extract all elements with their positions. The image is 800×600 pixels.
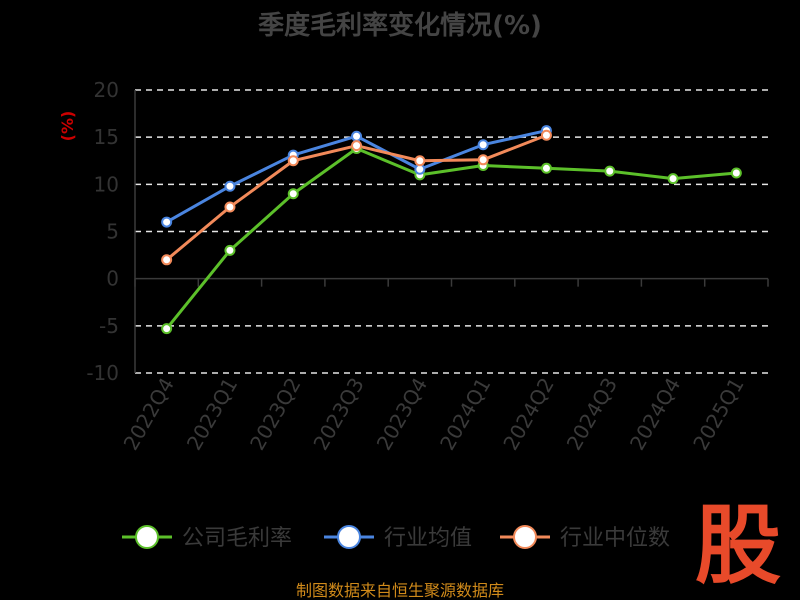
legend-swatch-marker <box>513 525 537 549</box>
x-tick-label: 2024Q4 <box>625 374 685 455</box>
legend-label: 公司毛利率 <box>182 526 292 551</box>
x-tick-label: 2023Q4 <box>372 374 432 455</box>
data-point <box>540 162 552 174</box>
data-point <box>730 167 742 179</box>
y-tick-label: 20 <box>94 78 119 102</box>
series-lines <box>161 125 742 335</box>
x-tick-label: 2024Q1 <box>435 374 495 455</box>
brand-logo: 股 <box>695 495 781 596</box>
data-point <box>287 155 299 167</box>
data-point <box>161 323 173 335</box>
x-tick-labels: 2022Q4 2023Q1 2023Q2 2023Q3 2023Q4 2024Q1 2024… <box>119 374 749 455</box>
data-point <box>287 188 299 200</box>
y-tick-labels: 20 15 10 5 0 -5 -10 <box>86 78 119 385</box>
data-point <box>224 244 236 256</box>
x-tick-label: 2024Q2 <box>498 374 558 455</box>
data-point <box>667 173 679 185</box>
data-point <box>477 139 489 151</box>
y-axis-unit: (%) <box>58 111 77 142</box>
x-tick-label: 2024Q3 <box>562 374 622 455</box>
legend-label: 行业中位数 <box>560 526 670 551</box>
data-point <box>224 201 236 213</box>
data-point <box>414 155 426 167</box>
axes <box>134 90 769 373</box>
x-tick-label: 2025Q1 <box>688 374 748 455</box>
data-source-note: 制图数据来自恒生聚源数据库 <box>296 581 504 600</box>
data-point <box>604 165 616 177</box>
x-tick-label: 2022Q4 <box>119 374 179 455</box>
data-point <box>161 254 173 266</box>
x-tick-label: 2023Q3 <box>308 374 368 455</box>
series-line <box>165 146 737 330</box>
y-tick-label: 10 <box>94 172 119 196</box>
x-tick-label: 2023Q2 <box>245 374 305 455</box>
x-tick-label: 2023Q1 <box>182 374 242 455</box>
data-point <box>224 180 236 192</box>
data-point <box>540 129 552 141</box>
chart-title: 季度毛利率变化情况(%) <box>258 10 542 41</box>
data-point <box>477 154 489 166</box>
grid-lines <box>135 89 768 374</box>
y-tick-label: 0 <box>106 267 119 291</box>
legend-label: 行业均值 <box>384 526 472 551</box>
y-tick-label: 5 <box>106 220 119 244</box>
legend: 公司毛利率 行业均值 行业中位数 <box>122 525 670 551</box>
y-tick-label: -5 <box>99 314 119 338</box>
data-point <box>351 140 363 152</box>
data-point <box>351 130 363 142</box>
y-tick-label: -10 <box>86 361 119 385</box>
legend-swatch-marker <box>135 525 159 549</box>
legend-swatch-marker <box>337 525 361 549</box>
data-point <box>161 216 173 228</box>
y-tick-label: 15 <box>94 125 119 149</box>
